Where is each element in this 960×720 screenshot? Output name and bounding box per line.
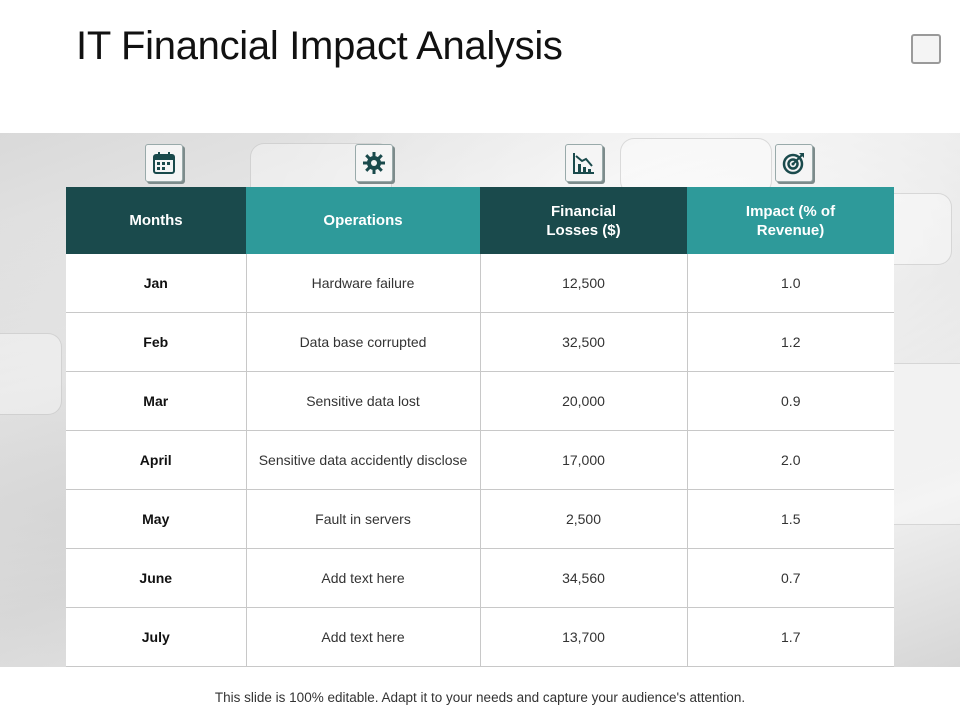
cell-month: May [66, 489, 247, 549]
cell-operation: Hardware failure [246, 254, 481, 313]
table-row: Mar Sensitive data lost 20,000 0.9 [66, 371, 894, 431]
cell-loss: 13,700 [480, 607, 688, 667]
cell-impact: 0.9 [687, 371, 894, 431]
column-icons [0, 144, 960, 184]
slide-footer: This slide is 100% editable. Adapt it to… [214, 690, 746, 705]
cell-month: Mar [66, 371, 247, 431]
calendar-icon [145, 144, 183, 182]
slide-title: IT Financial Impact Analysis [76, 24, 563, 68]
header-operations: Operations [246, 187, 480, 254]
bar-chart-down-icon [565, 144, 603, 182]
corner-square [911, 34, 941, 64]
cell-month: Feb [66, 312, 247, 372]
header-losses-line1: Financial [550, 202, 617, 220]
cell-impact: 0.7 [687, 548, 894, 608]
cell-operation: Add text here [246, 607, 481, 667]
header-losses-line2: Losses ($) [546, 221, 621, 239]
target-icon [775, 144, 813, 182]
cell-impact: 1.0 [687, 254, 894, 313]
cell-impact: 1.5 [687, 489, 894, 549]
cell-loss: 34,560 [480, 548, 688, 608]
header-impact-line2: Revenue) [756, 221, 825, 239]
cell-loss: 20,000 [480, 371, 688, 431]
header-months: Months [66, 187, 246, 254]
financial-impact-table: Months Operations Financial Losses ($) Im… [66, 187, 894, 667]
table-row: Jan Hardware failure 12,500 1.0 [66, 254, 894, 313]
table-header-row: Months Operations Financial Losses ($) Im… [66, 187, 894, 254]
cell-operation: Data base corrupted [246, 312, 481, 372]
cell-impact: 1.7 [687, 607, 894, 667]
header-impact-line1: Impact (% of [745, 202, 836, 220]
cell-operation: Sensitive data lost [246, 371, 481, 431]
gear-icon [355, 144, 393, 182]
table-row: June Add text here 34,560 0.7 [66, 548, 894, 608]
header-impact: Impact (% of Revenue) [687, 187, 894, 254]
cell-operation: Add text here [246, 548, 481, 608]
table-row: Feb Data base corrupted 32,500 1.2 [66, 312, 894, 372]
table-row: July Add text here 13,700 1.7 [66, 607, 894, 667]
cell-loss: 2,500 [480, 489, 688, 549]
header-financial-losses: Financial Losses ($) [480, 187, 687, 254]
cell-impact: 1.2 [687, 312, 894, 372]
cell-operation: Fault in servers [246, 489, 481, 549]
cell-loss: 12,500 [480, 254, 688, 313]
cell-loss: 17,000 [480, 430, 688, 490]
cell-month: Jan [66, 254, 247, 313]
cell-loss: 32,500 [480, 312, 688, 372]
cell-impact: 2.0 [687, 430, 894, 490]
cell-month: June [66, 548, 247, 608]
cell-operation: Sensitive data accidently disclose [246, 430, 481, 490]
cell-month: April [66, 430, 247, 490]
cell-month: July [66, 607, 247, 667]
table-row: May Fault in servers 2,500 1.5 [66, 489, 894, 549]
table-row: April Sensitive data accidently disclose… [66, 430, 894, 490]
